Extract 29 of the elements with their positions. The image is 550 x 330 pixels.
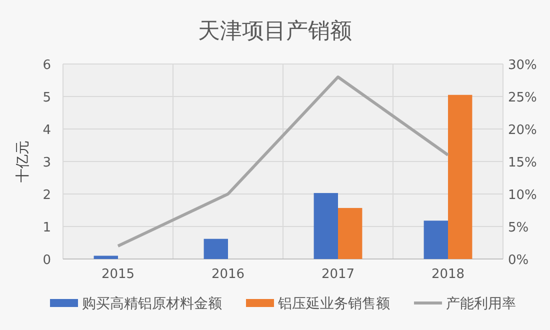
y2-tick-label: 30%: [508, 58, 537, 73]
bar: [448, 94, 472, 259]
bar: [314, 193, 338, 259]
y-tick-label: 1: [42, 220, 51, 236]
y-tick-label: 3: [42, 156, 51, 170]
y-tick-label: 6: [42, 58, 51, 73]
y2-tick-label: 25%: [508, 90, 537, 106]
y2-tick-label: 20%: [508, 123, 537, 138]
y2-tick-label: 10%: [508, 188, 537, 203]
y-tick-label: 5: [42, 90, 51, 106]
y-tick-label: 0: [42, 253, 51, 268]
y2-tick-label: 0%: [508, 253, 529, 268]
bar: [94, 256, 118, 259]
y2-tick-label: 5%: [508, 220, 529, 236]
x-tick-label: 2016: [211, 267, 245, 282]
y-axis-title: 十亿元: [15, 140, 31, 182]
chart-title: 天津项目产销额: [198, 19, 352, 44]
bar: [204, 238, 228, 259]
y2-tick-label: 15%: [508, 156, 537, 170]
y-tick-label: 4: [42, 123, 51, 138]
bar: [338, 208, 362, 259]
y-tick-label: 2: [42, 188, 51, 203]
legend-label: 购买高精铝原材料金额: [82, 296, 222, 312]
x-tick-label: 2018: [431, 267, 465, 282]
x-tick-label: 2015: [101, 267, 135, 282]
legend-label: 产能利用率: [446, 296, 516, 312]
x-tick-label: 2017: [321, 267, 355, 282]
bar: [424, 220, 448, 259]
legend-label: 铝压延业务销售额: [277, 296, 390, 312]
